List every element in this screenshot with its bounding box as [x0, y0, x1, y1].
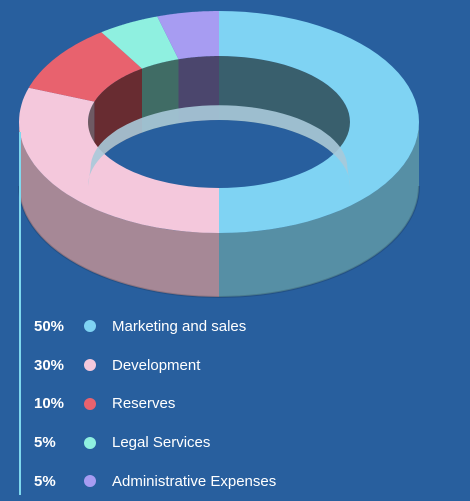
- legend-label: Marketing and sales: [112, 317, 247, 335]
- legend-color-dot: [84, 397, 96, 410]
- legend-label: Administrative Expenses: [112, 472, 277, 490]
- legend-percent: 5%: [34, 472, 56, 490]
- legend-item: 5% Administrative Expenses: [34, 462, 454, 501]
- legend-percent: 50%: [34, 317, 65, 335]
- legend-item: 10% Reserves: [34, 385, 454, 424]
- donut-slice: [19, 87, 219, 233]
- legend-color-dot: [84, 436, 96, 449]
- side-wall-segment: [219, 122, 419, 297]
- legend-label: Legal Services: [112, 434, 211, 452]
- donut-slice: [219, 11, 419, 233]
- legend-percent: 30%: [34, 356, 65, 374]
- donut-slice: [157, 11, 219, 60]
- legend-color-dot: [84, 359, 96, 372]
- legend-color-dot: [84, 475, 96, 488]
- legend-item: 30% Development: [34, 346, 454, 385]
- side-wall-segment: [19, 122, 219, 297]
- rim-edge: [18, 185, 420, 299]
- legend-percent: 10%: [34, 395, 65, 413]
- legend-label: Development: [112, 356, 201, 374]
- legend-item: 50% Marketing and sales: [34, 307, 454, 346]
- accent-line: [19, 132, 21, 495]
- chart-legend: 50% Marketing and sales 30% Development 10% R…: [34, 307, 454, 501]
- legend-item: 5% Legal Services: [34, 423, 454, 462]
- donut-slice: [28, 32, 142, 102]
- legend-color-dot: [84, 320, 96, 333]
- legend-percent: 5%: [34, 434, 56, 452]
- legend-label: Reserves: [112, 395, 176, 413]
- inner-floor: [88, 105, 350, 186]
- donut-slice: [101, 16, 179, 69]
